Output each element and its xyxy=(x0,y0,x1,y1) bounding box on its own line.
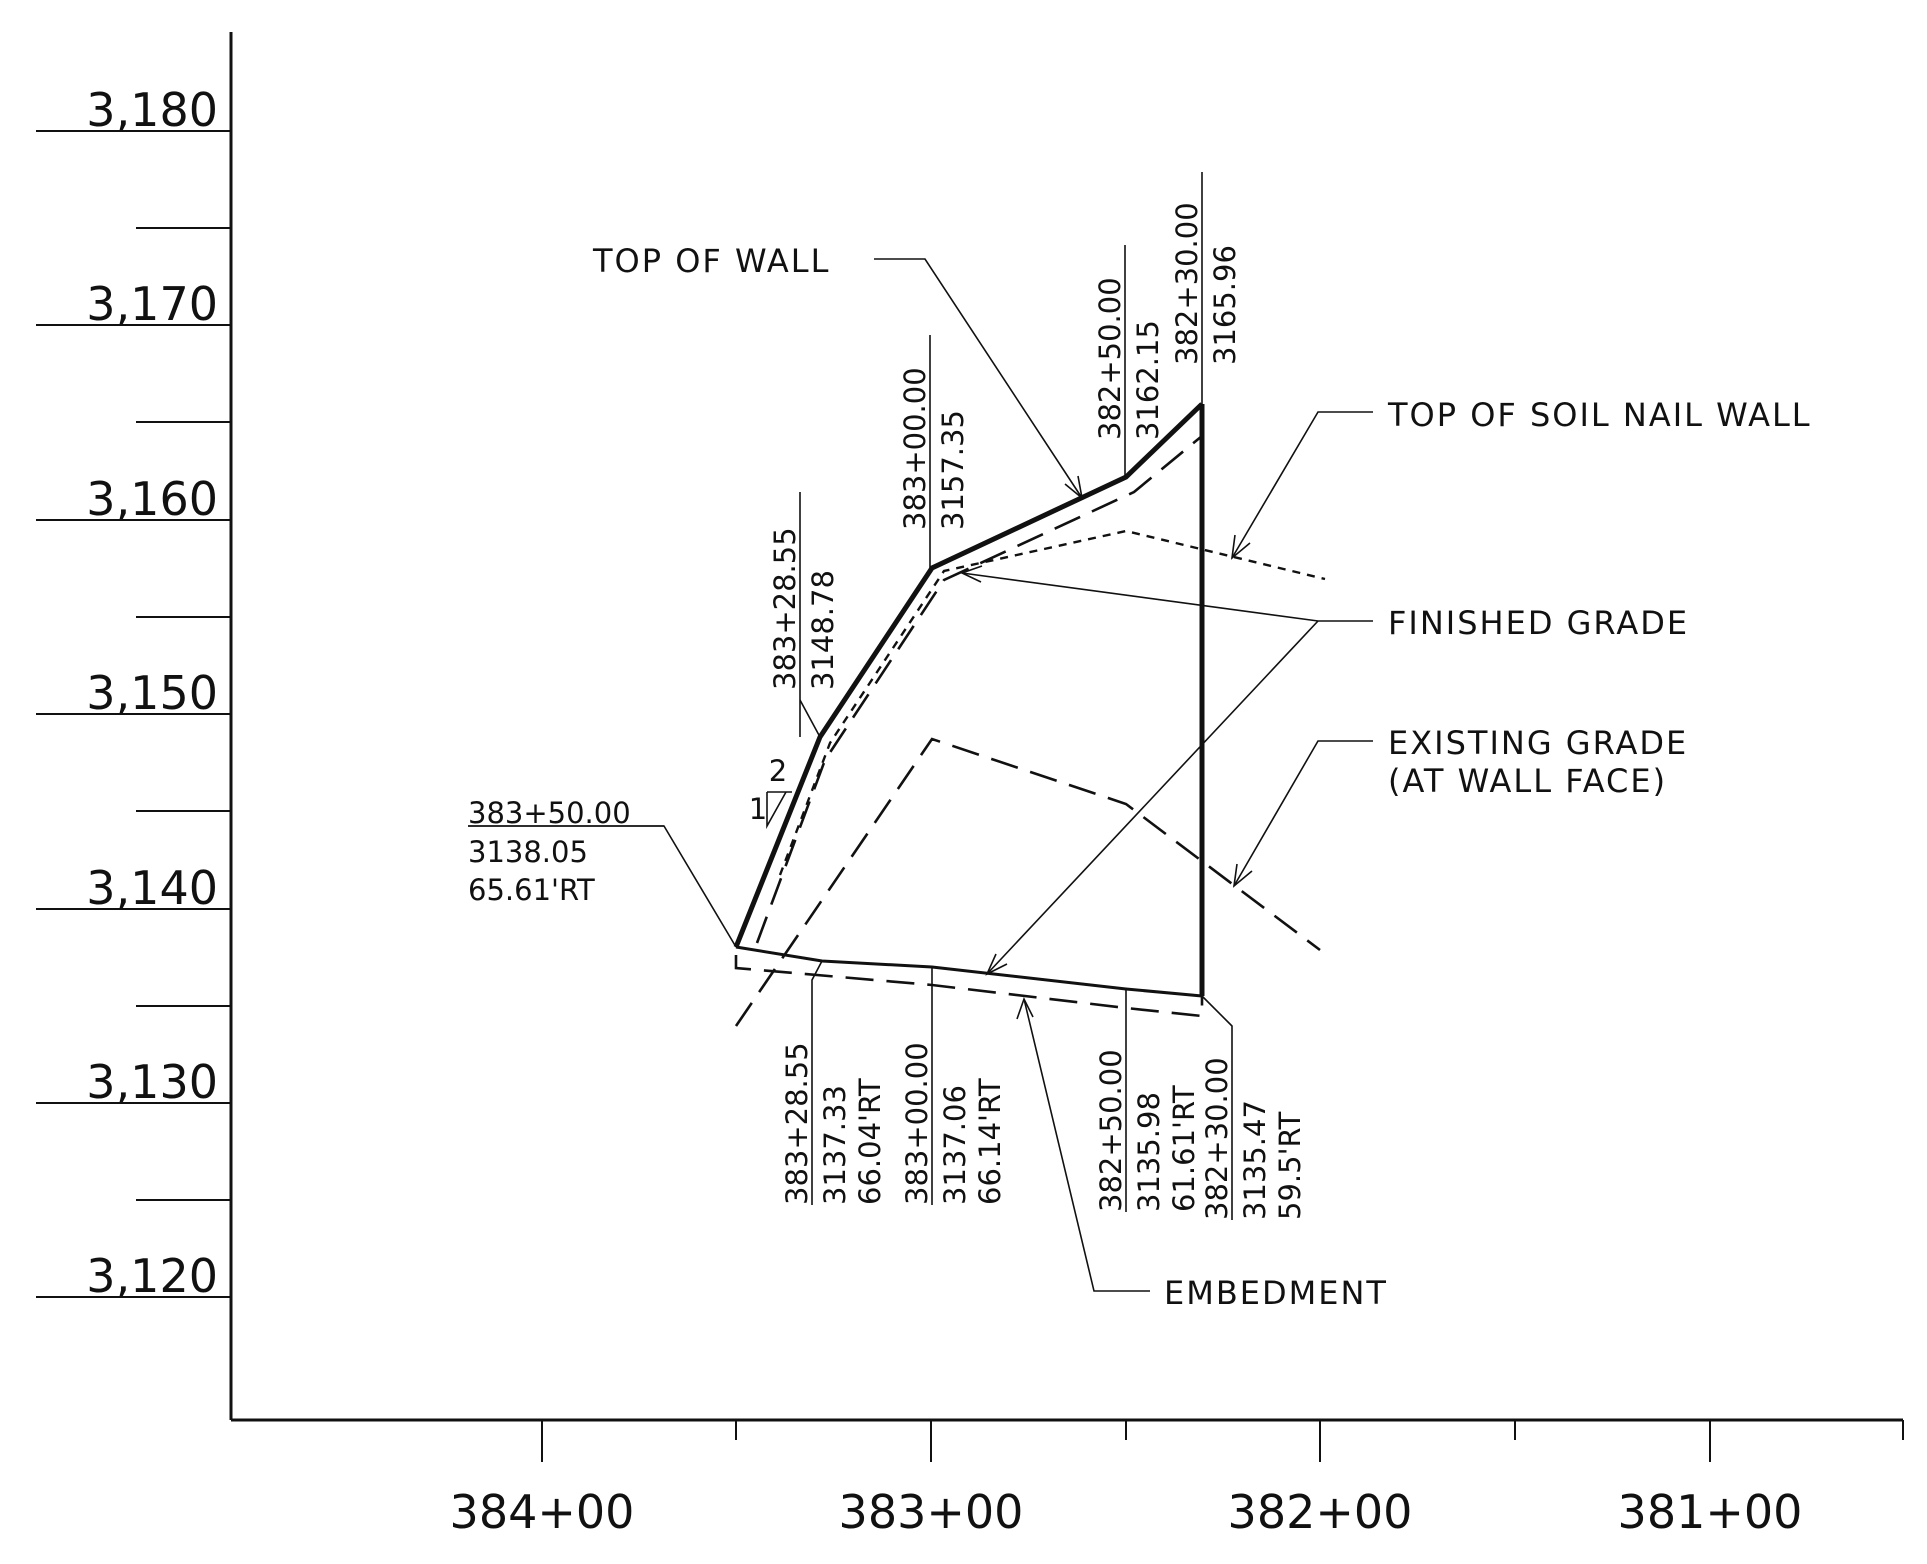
bottom-elevation: 3137.06 xyxy=(938,1085,972,1205)
bottom-station: 383+00.00 xyxy=(900,1042,934,1205)
arrow-head xyxy=(959,565,983,583)
callout-embedment: EMBEDMENT xyxy=(1016,996,1388,1312)
left-end-station: 383+50.00 3138.05 65.61'RT xyxy=(468,796,737,948)
bottom-elevation: 3135.47 xyxy=(1238,1100,1272,1220)
y-tick-label: 3,130 xyxy=(86,1055,218,1109)
x-tick-label: 383+00 xyxy=(839,1485,1024,1539)
callout-label: EXISTING GRADE xyxy=(1388,724,1688,762)
bottom-station: 383+28.55 xyxy=(780,1042,814,1205)
finished-grade-line xyxy=(755,434,1203,944)
slope-run: 1 xyxy=(749,792,767,826)
y-tick-label: 3,170 xyxy=(86,277,218,331)
y-tick-label: 3,120 xyxy=(86,1249,218,1303)
top-station: 382+30.00 xyxy=(1170,202,1204,365)
bottom-offset: 61.61'RT xyxy=(1167,1085,1201,1212)
elevation-label: 3138.05 xyxy=(468,835,588,869)
slope-triangle xyxy=(766,791,787,830)
y-tick-label: 3,150 xyxy=(86,666,218,720)
leader-line xyxy=(986,620,1319,975)
callout-label: TOP OF SOIL NAIL WALL xyxy=(1387,396,1812,434)
offset-label: 65.61'RT xyxy=(468,873,595,907)
y-tick-label: 3,180 xyxy=(86,83,218,137)
callout-top-of-soil-nail-wall: TOP OF SOIL NAIL WALL xyxy=(1230,396,1812,560)
top-elevation: 3165.96 xyxy=(1208,245,1242,365)
arrow-head xyxy=(985,953,1008,976)
bottom-station: 382+30.00 xyxy=(1200,1057,1234,1220)
leader-line xyxy=(874,258,1083,499)
callout-label: FINISHED GRADE xyxy=(1388,604,1689,642)
arrow-head xyxy=(1232,863,1253,888)
existing-grade-line xyxy=(734,737,1321,1027)
callout-label: TOP OF WALL xyxy=(592,242,830,280)
station-leader xyxy=(1201,995,1233,1220)
slope-symbol: 2 1 xyxy=(749,754,792,830)
y-tick-label: 3,160 xyxy=(86,472,218,526)
embedment-line xyxy=(734,955,1204,1018)
y-axis: 3,180 3,170 3,160 3,150 3,140 3,130 3,12… xyxy=(36,32,233,1420)
callout-label: EMBEDMENT xyxy=(1164,1274,1388,1312)
station-leader xyxy=(811,960,823,1205)
top-station-labels: 383+28.55 3148.78 383+00.00 3157.35 382+… xyxy=(768,172,1242,738)
bottom-offset: 59.5'RT xyxy=(1273,1111,1307,1220)
top-of-soil-nail-wall-line xyxy=(778,529,1326,876)
x-tick-label: 381+00 xyxy=(1618,1485,1803,1539)
callout-existing-grade: EXISTING GRADE (AT WALL FACE) xyxy=(1232,724,1688,888)
callout-finished-grade: FINISHED GRADE xyxy=(959,565,1689,976)
leader-line xyxy=(961,572,1373,622)
y-tick-label: 3,140 xyxy=(86,861,218,915)
leader-line xyxy=(1233,740,1373,887)
top-station: 383+28.55 xyxy=(768,527,802,690)
slope-rise: 2 xyxy=(769,754,787,788)
top-station: 382+50.00 xyxy=(1093,277,1127,440)
bottom-station: 382+50.00 xyxy=(1094,1049,1128,1212)
arrow-head xyxy=(1230,534,1251,560)
x-axis: 384+00 383+00 382+00 381+00 xyxy=(231,1418,1904,1539)
leader-line xyxy=(1231,411,1373,559)
station-label: 383+50.00 xyxy=(468,796,631,830)
x-tick-label: 382+00 xyxy=(1228,1485,1413,1539)
bottom-offset: 66.04'RT xyxy=(853,1078,887,1205)
leader-line xyxy=(1023,998,1150,1292)
x-tick-label: 384+00 xyxy=(450,1485,635,1539)
top-elevation: 3148.78 xyxy=(806,570,840,690)
callout-top-of-wall: TOP OF WALL xyxy=(592,242,1084,501)
bottom-station-labels: 383+28.55 3137.33 66.04'RT 383+00.00 313… xyxy=(780,960,1307,1220)
top-elevation: 3157.35 xyxy=(936,410,970,530)
callout-sublabel: (AT WALL FACE) xyxy=(1388,762,1667,800)
arrow-head xyxy=(1016,996,1034,1020)
bottom-offset: 66.14'RT xyxy=(973,1078,1007,1205)
arrow-head xyxy=(1064,475,1084,501)
top-elevation: 3162.15 xyxy=(1131,320,1165,440)
bottom-elevation: 3135.98 xyxy=(1132,1092,1166,1212)
top-station: 383+00.00 xyxy=(898,367,932,530)
station-leader xyxy=(799,699,821,738)
top-of-wall-line xyxy=(733,402,1204,948)
bottom-elevation: 3137.33 xyxy=(818,1085,852,1205)
wall-profile-lines xyxy=(733,402,1326,1027)
